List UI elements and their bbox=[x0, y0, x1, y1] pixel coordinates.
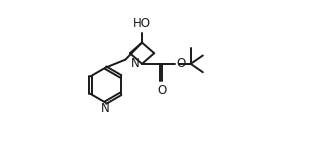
Text: HO: HO bbox=[133, 17, 151, 30]
Text: N: N bbox=[131, 57, 139, 70]
Text: O: O bbox=[176, 57, 185, 70]
Text: O: O bbox=[157, 84, 167, 97]
Text: N: N bbox=[101, 102, 110, 115]
